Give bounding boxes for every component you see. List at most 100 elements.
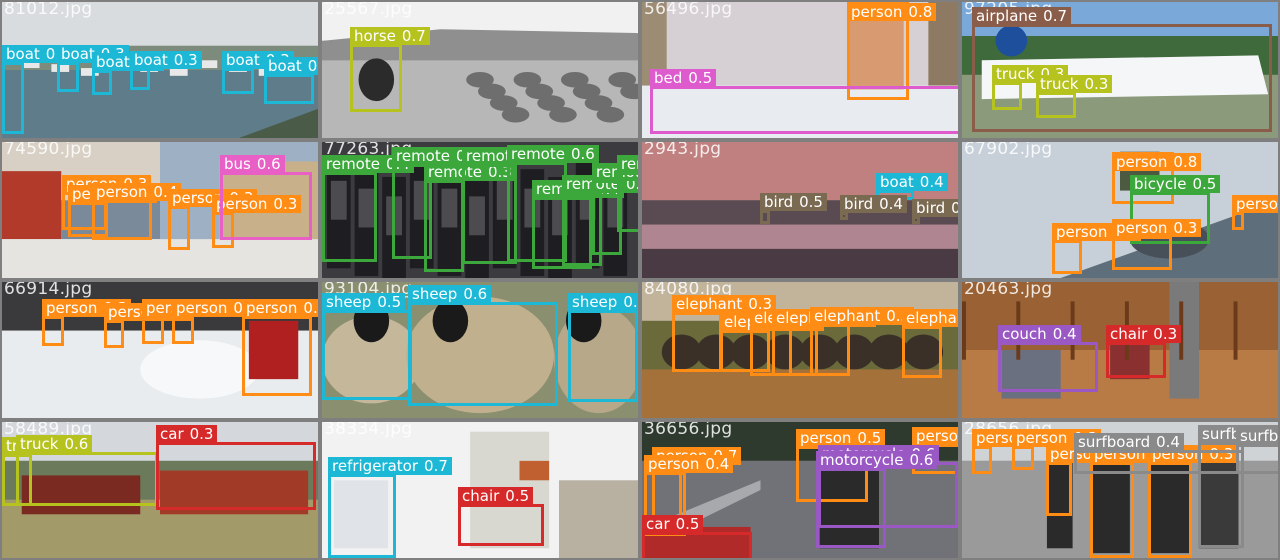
detection-tile: 81012.jpgboat0.3boat0.3boat0.3boat0.3boa…: [0, 0, 320, 140]
class-name: person: [172, 189, 224, 207]
class-name: car: [160, 425, 184, 443]
class-name: truck: [996, 65, 1035, 83]
scene-image: [962, 282, 1278, 418]
class-name: surfboard: [1078, 433, 1151, 451]
bounding-box: motorcycle 0.6: [816, 451, 938, 548]
confidence-score: 0.4: [919, 173, 944, 191]
detection-label: boat 0.3: [130, 51, 202, 69]
class-name: horse: [354, 27, 396, 45]
confidence-score: 0.3: [1084, 75, 1109, 93]
class-name: elephant: [814, 307, 881, 325]
bounding-box: couch 0.4: [998, 325, 1098, 392]
confidence-score: 0.3: [487, 163, 512, 181]
detection-label: truck 0.3: [1036, 75, 1113, 93]
confidence-score: 0.6: [64, 435, 89, 453]
class-name: bird: [764, 193, 794, 211]
class-name: remote: [621, 155, 638, 173]
image-filename: 25567.jpg: [324, 0, 413, 19]
class-name: bird: [916, 199, 946, 217]
bounding-box: truck 0.3: [992, 65, 1069, 110]
bounding-box: chair 0.5: [458, 487, 544, 546]
bounding-box: elephant 0.3: [672, 295, 777, 372]
scene-image: [642, 142, 958, 278]
class-name: remote: [326, 155, 380, 173]
image-filename: 74590.jpg: [4, 140, 93, 159]
confidence-score: 0.5: [623, 293, 638, 311]
detection-tile: 28656.jpgperson0.3person0.3person0.3pers…: [960, 420, 1280, 560]
class-name: sheep: [572, 293, 618, 311]
bounding-box: remote 0.3: [424, 163, 516, 272]
confidence-score: 0.3: [1209, 445, 1234, 463]
detection-label: person 0.4: [644, 455, 734, 473]
confidence-score: 0.3: [748, 295, 773, 313]
class-name: boat: [6, 45, 40, 63]
confidence-score: 0.5: [505, 487, 530, 505]
confidence-score: 0.4: [1052, 325, 1077, 343]
detection-label: surfboard 0.4: [1074, 433, 1184, 451]
detection-label: airplane 0.7: [972, 7, 1072, 25]
class-name: person: [1056, 223, 1108, 241]
confidence-score: 0.5: [1192, 175, 1217, 193]
detection-label: remote 0.6: [507, 145, 599, 163]
bounding-box: person 0.4: [644, 455, 734, 536]
class-name: remote: [396, 147, 450, 165]
detection-label: bed 0.5: [650, 69, 717, 87]
class-name: couch: [1002, 325, 1047, 343]
bounding-box: sheep 0.5: [322, 293, 412, 400]
confidence-score: 0.6: [909, 451, 934, 469]
class-name: person: [96, 183, 148, 201]
class-name: person: [916, 427, 958, 445]
bounding-box: refrigerator 0.7: [328, 457, 452, 558]
bounding-box: car 0.5: [642, 515, 752, 558]
detection-label: car 0.3: [156, 425, 218, 443]
confidence-score: 0.5: [857, 429, 882, 447]
bounding-box: person 0.4: [92, 183, 182, 240]
detection-label: motorcycle 0.6: [816, 451, 938, 469]
confidence-score: 0.7: [1043, 7, 1068, 25]
class-name: person: [1236, 195, 1278, 213]
confidence-score: 0.7: [424, 457, 448, 475]
bounding-box: boat 0.4: [876, 173, 948, 200]
bounding-box: airplane 0.7: [972, 7, 1272, 132]
detection-label: bicycle 0.5: [1130, 175, 1221, 193]
bounding-box: car 0.3: [156, 425, 316, 510]
confidence-score: 0.3: [1153, 325, 1178, 343]
detection-label: couch 0.4: [998, 325, 1081, 343]
class-name: remote: [511, 145, 565, 163]
detection-label: sheep 0.5: [568, 293, 638, 311]
confidence-score: 0.8: [1173, 153, 1198, 171]
confidence-score: 0.5: [377, 293, 402, 311]
detection-label: bird 0.4: [912, 199, 958, 217]
class-name: bird: [844, 195, 874, 213]
confidence-score: 0.6: [256, 155, 281, 173]
confidence-score: 0.5: [675, 515, 700, 533]
detection-label: bird 0.4: [840, 195, 907, 213]
image-filename: 58489.jpg: [4, 420, 93, 439]
bounding-box: bird 0.4: [840, 195, 907, 220]
confidence-score: 0.6: [463, 285, 488, 303]
detection-label: person 0.8: [847, 3, 937, 21]
class-name: refrigerator: [332, 457, 419, 475]
detection-label: bird 0.5: [760, 193, 827, 211]
class-name: sheep: [326, 293, 372, 311]
confidence-score: 0.4: [879, 195, 903, 213]
bounding-box: bed 0.5: [650, 69, 958, 134]
